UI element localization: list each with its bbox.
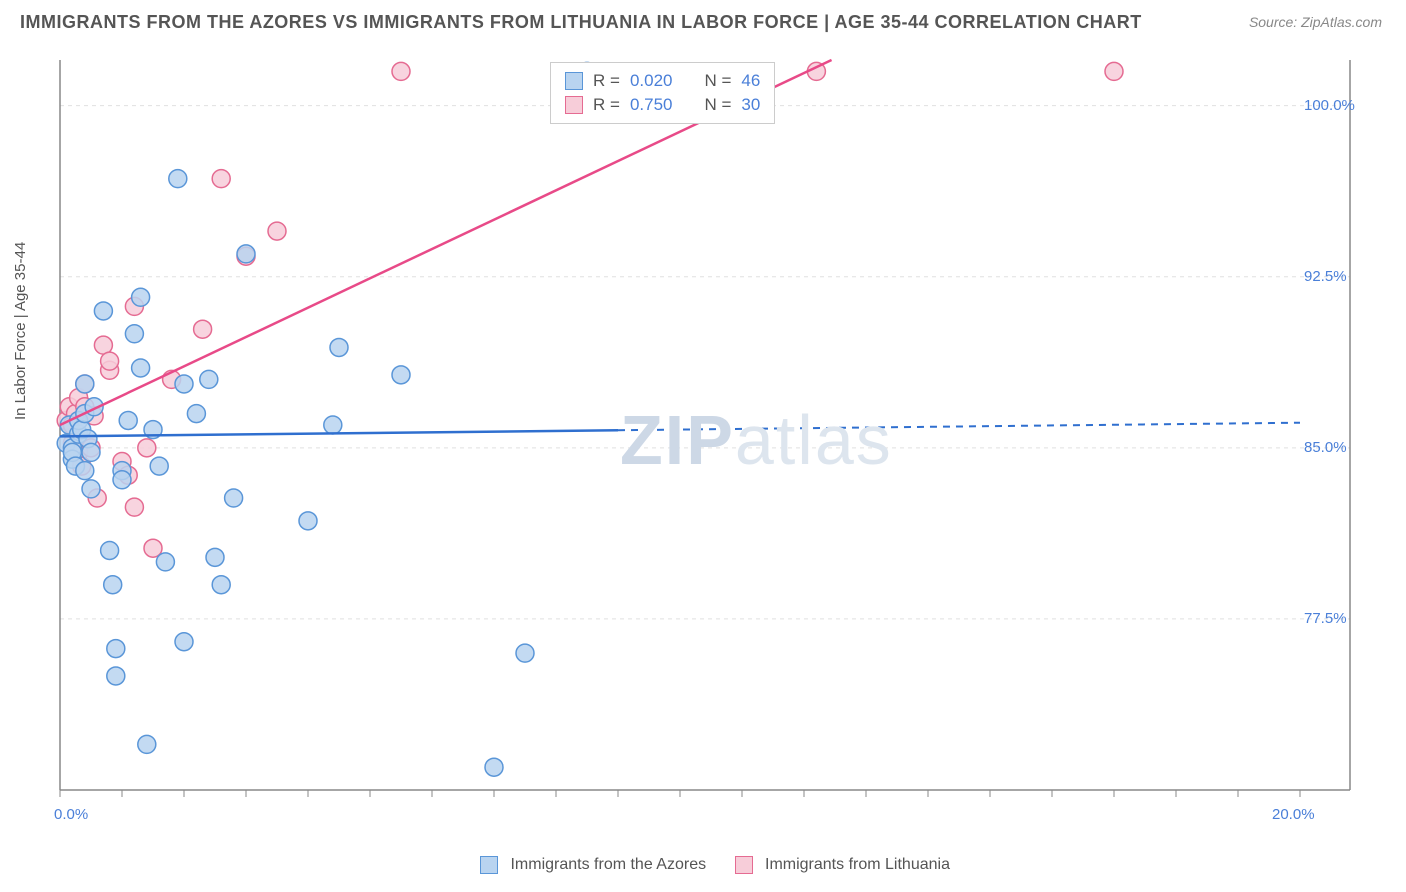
bottom-legend: Immigrants from the Azores Immigrants fr… [0,856,1406,874]
y-axis-label: In Labor Force | Age 35-44 [12,242,29,420]
source-attribution: Source: ZipAtlas.com [1249,14,1382,30]
scatter-chart-svg [50,50,1360,810]
stats-row-series2: R = 0.750 N = 30 [565,93,760,117]
chart-title: IMMIGRANTS FROM THE AZORES VS IMMIGRANTS… [20,12,1142,33]
stats-swatch-azores [565,72,583,90]
y-tick-label: 85.0% [1304,439,1347,456]
stats-r-label: R = [593,71,620,91]
x-tick-label: 0.0% [54,806,88,823]
stats-swatch-lithuania [565,96,583,114]
y-tick-label: 92.5% [1304,268,1347,285]
x-tick-label: 20.0% [1272,806,1315,823]
stats-row-series1: R = 0.020 N = 46 [565,69,760,93]
chart-plot-area: ZIPatlas R = 0.020 N = 46 R = 0.750 N = … [50,50,1360,810]
stats-r-value-azores: 0.020 [630,71,673,91]
stats-n-label: N = [704,95,731,115]
y-tick-label: 100.0% [1304,97,1355,114]
legend-label-lithuania: Immigrants from Lithuania [765,856,950,873]
legend-label-azores: Immigrants from the Azores [510,856,706,873]
stats-r-value-lithuania: 0.750 [630,95,673,115]
stats-n-value-azores: 46 [741,71,760,91]
correlation-stats-box: R = 0.020 N = 46 R = 0.750 N = 30 [550,62,775,124]
legend-swatch-azores [480,856,498,874]
stats-n-value-lithuania: 30 [741,95,760,115]
stats-r-label: R = [593,95,620,115]
stats-n-label: N = [704,71,731,91]
legend-swatch-lithuania [735,856,753,874]
y-tick-label: 77.5% [1304,610,1347,627]
